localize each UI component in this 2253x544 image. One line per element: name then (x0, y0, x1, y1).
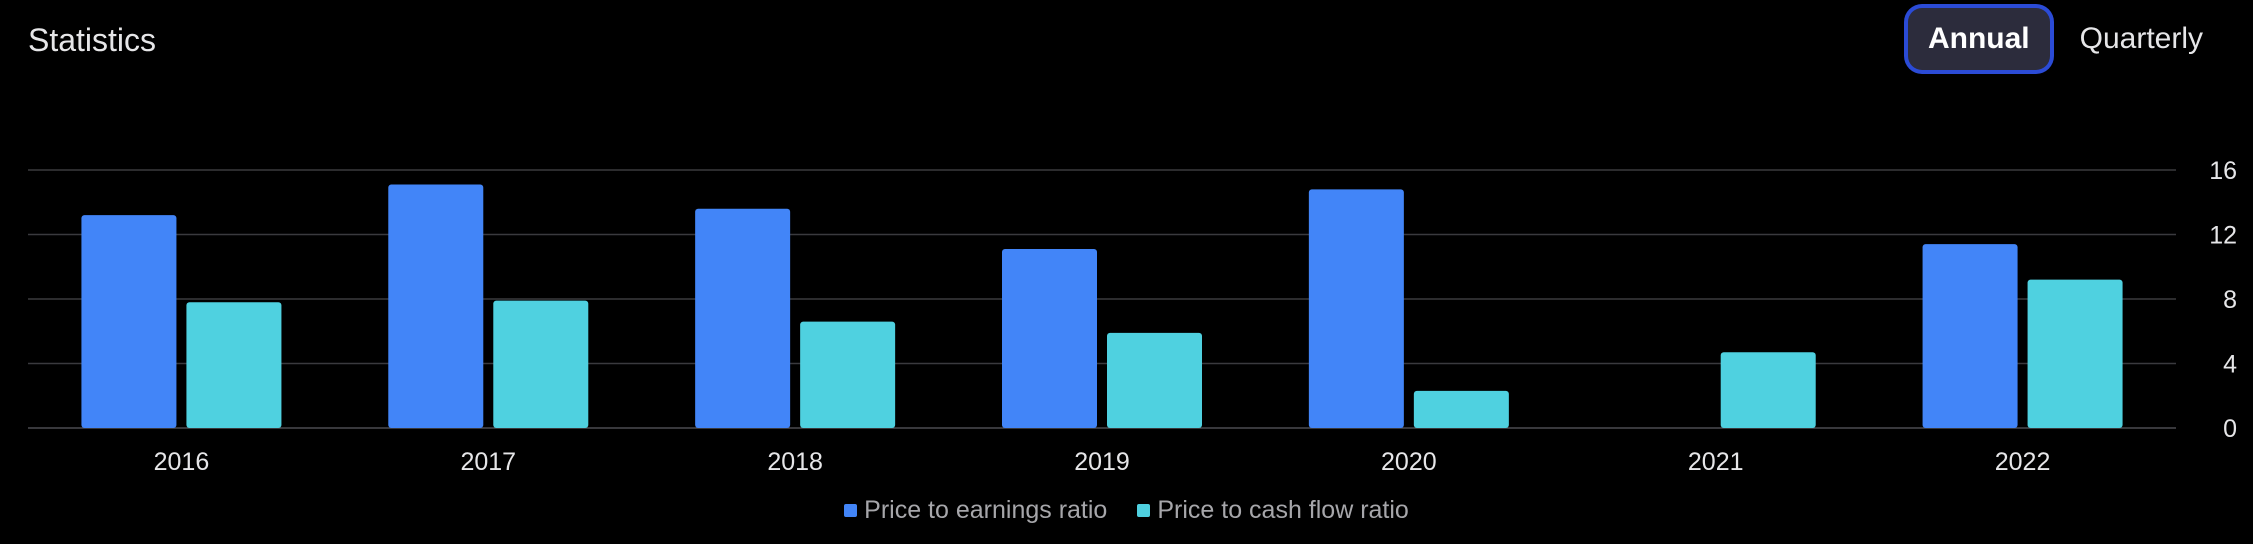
y-tick-label: 4 (2223, 351, 2237, 379)
bar-cashflow-2019 (1107, 332, 1202, 428)
bar-earnings-2016 (81, 215, 177, 428)
x-tick-label: 2016 (154, 448, 210, 476)
y-tick-label: 0 (2223, 415, 2237, 443)
chart-legend: Price to earnings ratio Price to cash fl… (0, 496, 2253, 525)
legend-label-cashflow: Price to cash flow ratio (1157, 496, 1409, 524)
bar-earnings-2017 (388, 184, 484, 428)
y-tick-label: 8 (2223, 286, 2237, 314)
bar-cashflow-2022 (2027, 279, 2123, 428)
page-title: Statistics (28, 22, 157, 58)
x-tick-label: 2019 (1074, 448, 1130, 476)
x-tick-label: 2020 (1381, 448, 1437, 476)
x-tick-label: 2021 (1688, 448, 1744, 476)
bar-earnings-2018 (695, 208, 791, 428)
y-tick-label: 12 (2209, 222, 2237, 250)
y-tick-label: 16 (2209, 157, 2237, 185)
x-tick-label: 2018 (767, 448, 823, 476)
quarterly-button[interactable]: Quarterly (2060, 8, 2223, 70)
bar-cashflow-2021 (1720, 352, 1816, 428)
annual-button[interactable]: Annual (1907, 8, 2050, 70)
legend-item-earnings[interactable]: Price to earnings ratio (844, 496, 1107, 525)
legend-item-cashflow[interactable]: Price to cash flow ratio (1137, 496, 1409, 525)
bar-earnings-2020 (1308, 189, 1404, 428)
bar-earnings-2022 (1922, 244, 2018, 428)
x-tick-label: 2022 (1995, 448, 2051, 476)
bar-earnings-2019 (1002, 249, 1097, 428)
bar-cashflow-2018 (800, 321, 896, 428)
bar-cashflow-2017 (493, 300, 589, 428)
bar-cashflow-2016 (186, 302, 282, 428)
x-tick-label: 2017 (460, 448, 516, 476)
bar-cashflow-2020 (1413, 390, 1509, 428)
legend-swatch-earnings (844, 504, 858, 517)
period-toggle: Annual Quarterly (1907, 8, 2223, 70)
legend-swatch-cashflow (1137, 504, 1151, 517)
legend-label-earnings: Price to earnings ratio (864, 496, 1108, 524)
